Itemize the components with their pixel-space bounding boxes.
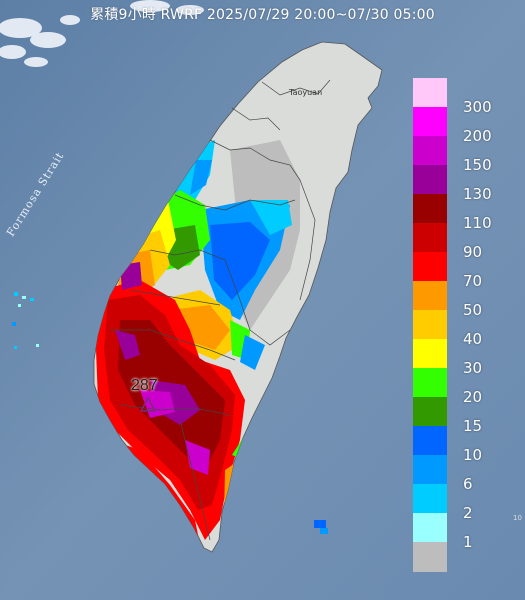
legend-swatch [413, 368, 447, 398]
rainfall-field [96, 140, 300, 545]
legend-label: 20 [463, 388, 483, 406]
legend-swatch [413, 107, 447, 137]
legend-swatch [413, 310, 447, 340]
legend-label: 6 [463, 475, 473, 493]
legend-swatch [413, 542, 447, 572]
legend-label: 130 [463, 185, 492, 203]
offshore-rain [12, 292, 39, 349]
legend-swatch [413, 339, 447, 369]
county-boundaries [110, 79, 331, 541]
corner-mark: 10 [513, 514, 522, 522]
legend-label: 30 [463, 359, 483, 377]
legend-swatch [413, 136, 447, 166]
legend-swatch [413, 455, 447, 485]
max-rainfall-marker [139, 396, 157, 412]
legend-swatch [413, 78, 447, 108]
legend-label: 70 [463, 272, 483, 290]
legend-label: 2 [463, 504, 473, 522]
legend-label: 200 [463, 127, 492, 145]
city-label-taoyuan: Taoyuan [289, 88, 323, 97]
legend-swatch [413, 165, 447, 195]
legend-label: 10 [463, 446, 483, 464]
legend-swatch [413, 252, 447, 282]
map-title: 累積9小時 RWRF 2025/07/29 20:00~07/30 05:00 [90, 7, 435, 23]
legend-swatch [413, 397, 447, 427]
legend-swatch [413, 194, 447, 224]
legend-label: 1 [463, 533, 473, 551]
legend-label: 90 [463, 243, 483, 261]
legend-label: 50 [463, 301, 483, 319]
legend-label: 40 [463, 330, 483, 348]
legend-swatch [413, 426, 447, 456]
legend-label: 15 [463, 417, 483, 435]
max-rainfall-value: 287 [131, 377, 158, 394]
legend-label: 300 [463, 98, 492, 116]
cloud-patches [0, 0, 204, 67]
rainfall-legend: 300 200 150 130 110 90 70 50 40 30 20 15 10 6 2 1 [413, 78, 507, 572]
legend-label: 110 [463, 214, 492, 232]
legend-swatch [413, 513, 447, 543]
green-island-rain [314, 520, 328, 534]
legend-label: 150 [463, 156, 492, 174]
legend-swatch [413, 223, 447, 253]
legend-swatch [413, 484, 447, 514]
legend-swatch [413, 281, 447, 311]
